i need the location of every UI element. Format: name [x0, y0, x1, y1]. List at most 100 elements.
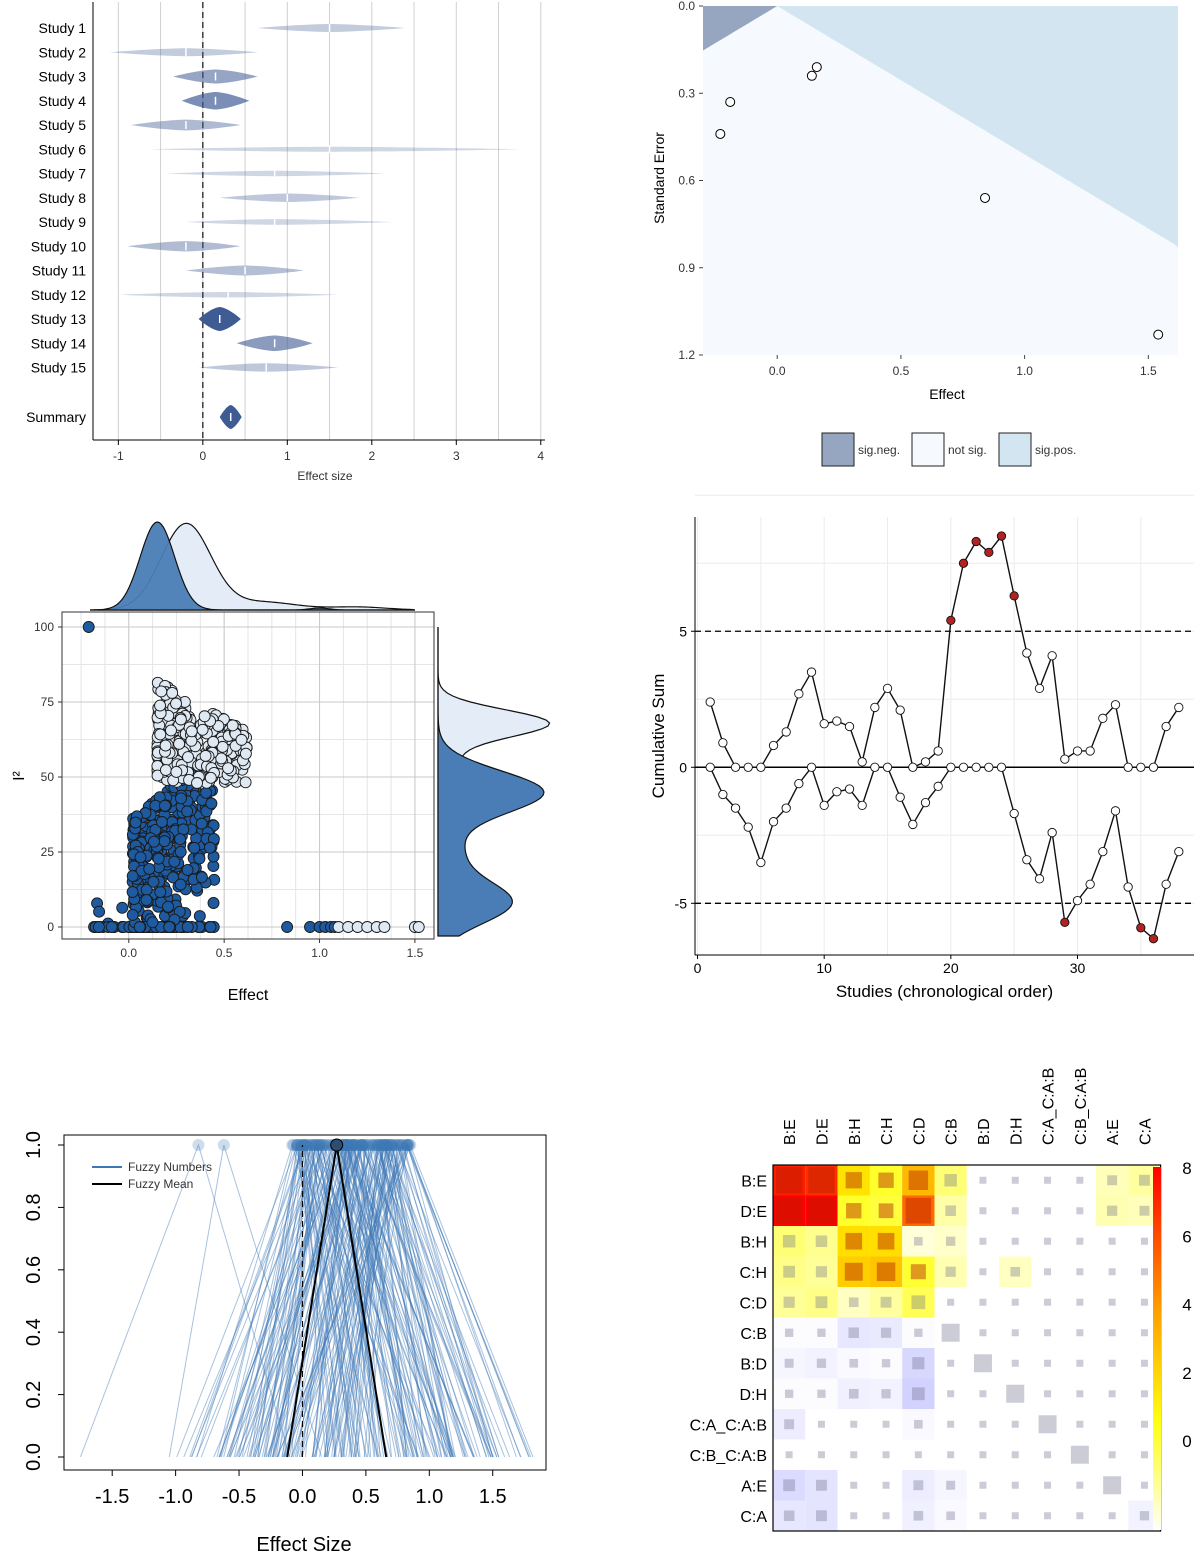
fuzzy-y-tick-label: 0.8 — [23, 1193, 45, 1221]
fuzzy-number-line — [282, 1144, 387, 1458]
heatmap-cell — [837, 1195, 870, 1226]
heatmap-cell — [805, 1226, 838, 1257]
scatter-point — [126, 908, 139, 921]
fuzzy-mode-marker — [345, 1139, 358, 1151]
fuzzy-mode-marker — [386, 1139, 399, 1151]
fuzzy-mode-marker — [313, 1139, 326, 1151]
fuzzy-mode-marker — [390, 1139, 403, 1151]
fuzzy-number-line — [333, 1144, 466, 1458]
fuzzy-y-tick-label: 0.0 — [23, 1443, 45, 1471]
heatmap-row-label: C:D — [739, 1295, 767, 1312]
scatter-point — [173, 737, 186, 750]
heatmap-cell — [999, 1409, 1032, 1440]
funnel-point — [980, 192, 991, 203]
heatmap-cell-marker — [846, 1203, 862, 1219]
heatmap-cell — [999, 1439, 1032, 1470]
funnel-point — [1153, 329, 1164, 340]
fuzzy-mean-marker — [330, 1138, 344, 1152]
fuzzy-number-line — [300, 1144, 455, 1458]
cusum-point — [730, 762, 741, 772]
heatmap-cell-marker — [1044, 1268, 1052, 1276]
forest-study-label: Study 3 — [39, 69, 87, 85]
heatmap-cell-marker — [1011, 1329, 1019, 1337]
fuzzy-number-line — [290, 1143, 534, 1458]
heatmap-colorbar-label: 8 — [1182, 1159, 1191, 1178]
fuzzy-number-line — [294, 1144, 392, 1458]
fuzzy-mode-marker — [310, 1139, 323, 1151]
heatmap-cell-marker — [850, 1512, 858, 1520]
heatmap-cell-marker — [1076, 1176, 1084, 1184]
heatmap-cell — [966, 1470, 1000, 1501]
heatmap-col-label: D:H — [1008, 1117, 1025, 1145]
heatmap-cell-marker — [910, 1264, 926, 1280]
forest-x-tick-label: -1 — [113, 449, 124, 463]
heatmap-cell-marker — [1011, 1207, 1019, 1215]
cusum-point — [870, 762, 880, 772]
fuzzy-number-line — [200, 1144, 353, 1458]
heatmap-cell — [1031, 1439, 1064, 1470]
heatmap-cell-marker — [845, 1232, 863, 1250]
fuzzy-mode-marker — [401, 1139, 414, 1151]
fuzzy-number-line — [325, 1144, 464, 1458]
fuzzy-mode-marker — [314, 1139, 327, 1151]
fuzzy-mode-marker — [291, 1139, 304, 1151]
fuzzy-mode-marker — [340, 1139, 353, 1151]
cusum-point — [1022, 855, 1032, 865]
scatter-point — [196, 723, 209, 736]
heatmap-cell — [805, 1500, 838, 1531]
fuzzy-mode-marker — [383, 1139, 396, 1151]
funnel-legend: sig.neg. not sig. sig.pos. — [821, 432, 1076, 467]
fuzzy-mode-marker — [360, 1139, 373, 1151]
heatmap-row-label: C:A — [740, 1509, 767, 1526]
cusum-series-line — [709, 765, 1180, 940]
heatmap-cell — [999, 1470, 1032, 1501]
scatter-point — [182, 751, 194, 763]
fuzzy-mode-marker — [377, 1139, 390, 1151]
fuzzy-number-line — [252, 1143, 498, 1458]
heatmap-cell-marker — [1076, 1298, 1084, 1306]
heatmap-cell-marker — [945, 1266, 956, 1277]
forest-plot: Study 1 Study 2 Study 3 Study 4 Study 5 Study… — [26, 2, 545, 483]
scatter-point — [93, 905, 106, 918]
fuzzy-mode-marker — [342, 1139, 355, 1151]
right-density-dark — [437, 627, 545, 937]
heatmap-cell-marker — [1011, 1451, 1019, 1459]
forest-study-label: Study 9 — [39, 214, 87, 230]
scatter-point — [167, 871, 180, 884]
fuzzy-y-tick-label: 0.2 — [23, 1381, 45, 1409]
cusum-point — [718, 738, 728, 748]
cusum-point — [832, 787, 842, 797]
heatmap-cell — [869, 1500, 903, 1531]
heatmap-cell-marker — [817, 1328, 826, 1337]
cusum-point — [1072, 895, 1083, 906]
heatmap-cell-marker — [877, 1232, 895, 1250]
heatmap-cell — [999, 1287, 1032, 1318]
cusum-point — [1034, 874, 1045, 884]
fuzzy-x-tick-label: -1.0 — [158, 1486, 192, 1508]
fuzzy-number-line — [311, 1144, 425, 1458]
heatmap-cell-marker — [1108, 1390, 1116, 1398]
heatmap-cell — [837, 1500, 870, 1531]
heatmap-cell-marker — [913, 1480, 924, 1491]
fuzzy-x-tick-label: -0.5 — [222, 1486, 256, 1508]
heatmap-cell — [1096, 1195, 1129, 1226]
fuzzy-number-line — [253, 1143, 430, 1458]
fuzzy-number-line — [274, 1143, 448, 1458]
heatmap-cell — [869, 1439, 903, 1470]
heatmap-col-label: D:E — [814, 1118, 831, 1145]
heatmap-row-label: D:E — [740, 1204, 767, 1221]
scatter-point — [126, 870, 139, 882]
fuzzy-number-line — [220, 1143, 454, 1458]
fuzzy-mode-marker — [367, 1139, 380, 1151]
heatmap-colorbar-label: 2 — [1182, 1364, 1191, 1383]
fuzzy-number-line — [270, 1144, 431, 1458]
fuzzy-number-line — [191, 1143, 438, 1458]
scatter-point — [174, 878, 187, 891]
cusum-point — [781, 803, 791, 813]
heatmap-cell — [805, 1256, 838, 1287]
heatmap-cell-marker — [1108, 1359, 1116, 1367]
cusum-point — [1022, 648, 1032, 658]
fuzzy-number-line — [315, 1144, 415, 1458]
fuzzy-number-line — [298, 1144, 406, 1458]
fuzzy-number-line — [313, 1144, 442, 1458]
